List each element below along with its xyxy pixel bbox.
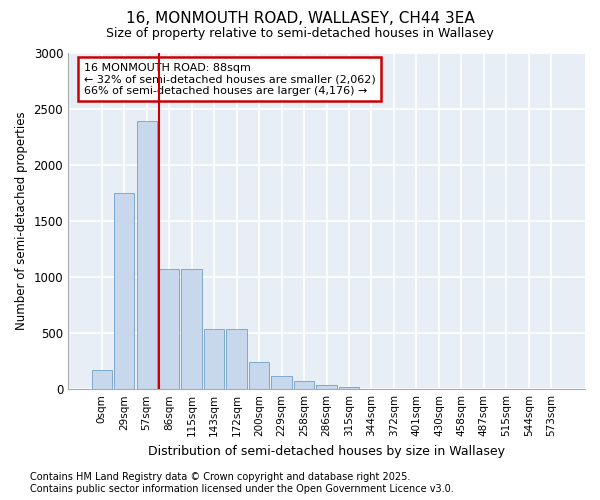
Text: 16 MONMOUTH ROAD: 88sqm
← 32% of semi-detached houses are smaller (2,062)
66% of: 16 MONMOUTH ROAD: 88sqm ← 32% of semi-de… xyxy=(83,62,376,96)
X-axis label: Distribution of semi-detached houses by size in Wallasey: Distribution of semi-detached houses by … xyxy=(148,444,505,458)
Bar xyxy=(294,381,314,389)
Bar xyxy=(316,384,337,389)
Bar xyxy=(339,387,359,389)
Bar xyxy=(92,370,112,389)
Bar xyxy=(114,193,134,389)
Bar xyxy=(137,121,157,389)
Bar xyxy=(204,328,224,389)
Y-axis label: Number of semi-detached properties: Number of semi-detached properties xyxy=(15,112,28,330)
Bar xyxy=(181,269,202,389)
Bar xyxy=(159,269,179,389)
Text: 16, MONMOUTH ROAD, WALLASEY, CH44 3EA: 16, MONMOUTH ROAD, WALLASEY, CH44 3EA xyxy=(125,11,475,26)
Text: Contains HM Land Registry data © Crown copyright and database right 2025.
Contai: Contains HM Land Registry data © Crown c… xyxy=(30,472,454,494)
Text: Size of property relative to semi-detached houses in Wallasey: Size of property relative to semi-detach… xyxy=(106,26,494,40)
Bar xyxy=(226,328,247,389)
Bar xyxy=(271,376,292,389)
Bar xyxy=(249,362,269,389)
